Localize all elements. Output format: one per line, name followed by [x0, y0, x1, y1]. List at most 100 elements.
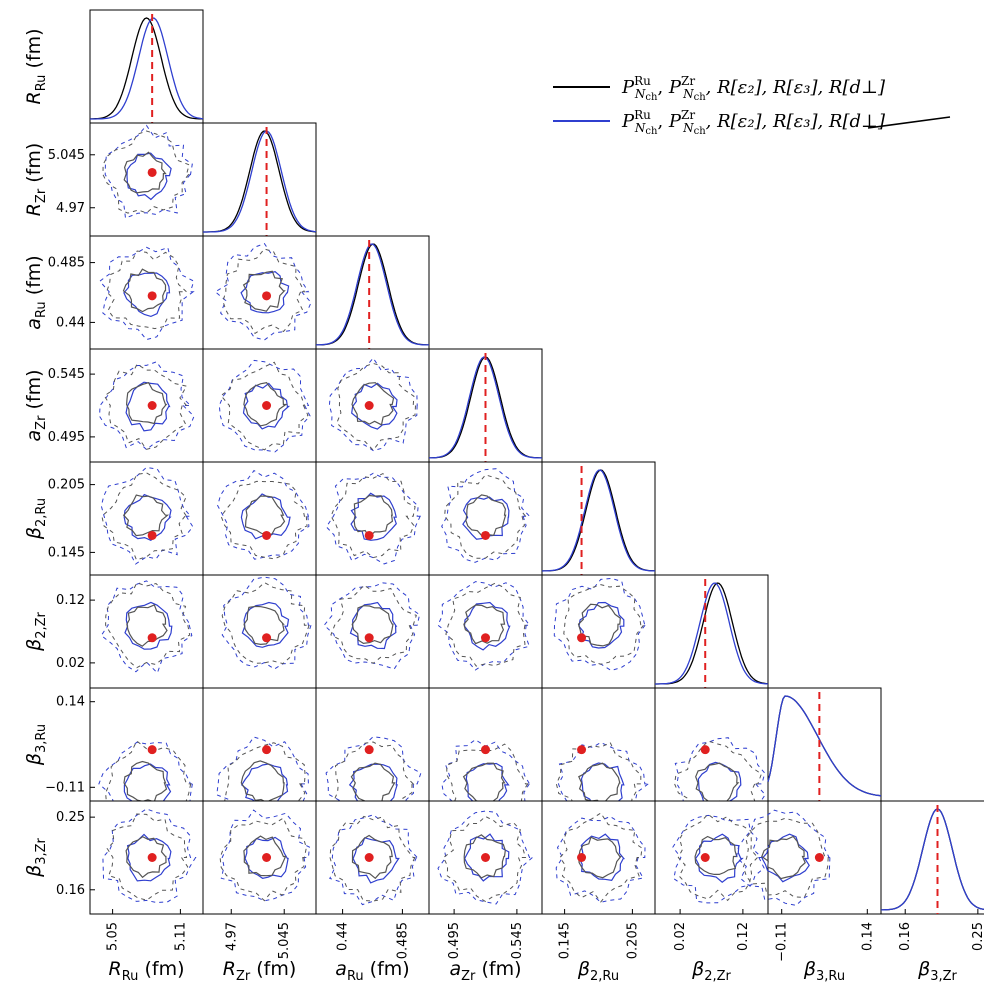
contour-outer-full [101, 472, 188, 561]
axis-label: β2,Zr [23, 611, 49, 651]
contour-inner-full [125, 835, 167, 879]
contour-outer-full [106, 813, 189, 901]
contour-outer-full [103, 363, 188, 450]
panel-6-6 [767, 687, 882, 802]
marginal-without-dperp [541, 469, 655, 572]
contour-inner-without-dperp [126, 152, 172, 201]
marginal-without-dperp [90, 17, 204, 120]
panel-frame [428, 687, 543, 802]
contour-inner-without-dperp [244, 836, 289, 879]
panel-frame [89, 122, 204, 237]
panel-4-0: 0.145 0.205 [48, 461, 204, 576]
contour-outer-without-dperp [100, 466, 194, 565]
panel-5-5 [654, 574, 769, 689]
axis-label: aZr (fm) [23, 370, 49, 442]
contour-inner-full [761, 835, 806, 880]
truth-point [364, 745, 374, 755]
contour-inner-full [351, 605, 394, 645]
truth-point [364, 401, 374, 410]
contour-outer-without-dperp [672, 814, 765, 904]
contour-outer-full [220, 480, 308, 560]
contour-outer-full [336, 362, 417, 451]
contour-outer-without-dperp [323, 582, 421, 670]
contour-outer-without-dperp [221, 576, 312, 670]
contour-inner-without-dperp [123, 272, 171, 318]
panel-frame [541, 461, 656, 576]
contour-inner-without-dperp [352, 837, 400, 884]
y-tick-label: 0.495 [48, 430, 85, 445]
y-tick-label: −0.11 [45, 780, 85, 795]
axis-label: β3,Zr [917, 958, 957, 984]
contour-outer-full [329, 815, 416, 902]
panel-frame [541, 800, 656, 915]
x-tick-label: 0.12 [736, 922, 751, 951]
panel-5-4 [541, 574, 656, 689]
marginal-without-dperp [767, 695, 882, 797]
legend-label-without-dperp: PRu Nch, PZr Nch, R[ε₂], R[ε₃], R[d⊥] [621, 108, 886, 137]
contour-inner-full [242, 270, 286, 312]
axis-label: β3,Zr [23, 837, 49, 877]
panel-frame [202, 348, 317, 463]
panel-frame [89, 461, 204, 576]
panel-frame [541, 687, 656, 802]
truth-point [147, 401, 157, 410]
contour-inner-full [122, 494, 170, 537]
y-tick-label: 0.02 [56, 656, 85, 671]
truth-point [147, 167, 157, 177]
contour-outer-full [674, 740, 763, 828]
contour-outer-without-dperp [437, 810, 534, 905]
panel-frame [541, 574, 656, 689]
y-tick-label: 5.045 [48, 148, 85, 163]
axis-label: RZr (fm) [223, 958, 297, 984]
marginal-without-dperp [655, 582, 769, 685]
contour-outer-full [106, 250, 188, 330]
panel-frame [315, 235, 430, 350]
panel-6-0: −0.11 0.14 [45, 687, 204, 831]
contour-outer-without-dperp [555, 815, 646, 903]
panel-frame [428, 574, 543, 689]
contour-inner-full [465, 494, 507, 537]
contour-outer-full [102, 130, 190, 214]
y-tick-label: 0.12 [56, 593, 85, 608]
x-tick-label: 5.05 [106, 922, 121, 951]
contour-inner-without-dperp [462, 496, 510, 540]
panel-frame [767, 687, 882, 802]
contour-outer-full [105, 740, 192, 826]
contour-outer-full [677, 813, 759, 902]
truth-point [577, 745, 587, 755]
truth-point [481, 633, 490, 643]
truth-point [700, 853, 710, 862]
x-tick-label: 5.045 [277, 922, 292, 959]
panel-7-0: 0.16 0.25 5.05 5.11 [56, 800, 204, 951]
contour-outer-without-dperp [98, 361, 195, 451]
x-tick-label: 0.44 [336, 922, 351, 951]
axis-label: β2,Ru [23, 498, 49, 540]
panel-frame [654, 687, 769, 802]
contour-inner-without-dperp [125, 381, 171, 432]
contour-inner-without-dperp [464, 833, 510, 882]
panel-frame [767, 800, 882, 915]
axis-label: β3,Ru [23, 724, 49, 766]
contour-outer-without-dperp [329, 814, 419, 906]
contour-inner-full [463, 604, 506, 645]
legend-entry-full: PRu Nch, PZr Nch, R[ε₂], R[ε₃], R[d⊥] [553, 74, 886, 103]
x-tick-label: 0.145 [558, 922, 573, 959]
panel-2-0: 0.44 0.485 [48, 235, 204, 350]
contour-outer-full [219, 817, 307, 902]
marginal-without-dperp [316, 243, 429, 346]
contour-outer-without-dperp [441, 468, 531, 563]
truth-point [364, 633, 374, 643]
contour-inner-full [353, 494, 394, 539]
panel-7-2: 0.44 0.485 [315, 800, 430, 959]
panel-1-1 [202, 122, 317, 237]
truth-point [577, 853, 587, 862]
truth-point [364, 530, 374, 540]
axis-label: aRu (fm) [335, 958, 409, 984]
truth-point [262, 745, 272, 755]
contour-outer-without-dperp [217, 469, 310, 560]
truth-point [481, 853, 490, 862]
x-tick-label: 0.25 [971, 922, 984, 951]
contour-inner-full [125, 381, 168, 425]
panel-7-5: 0.02 0.12 [654, 800, 769, 951]
contour-inner-full [243, 835, 287, 877]
